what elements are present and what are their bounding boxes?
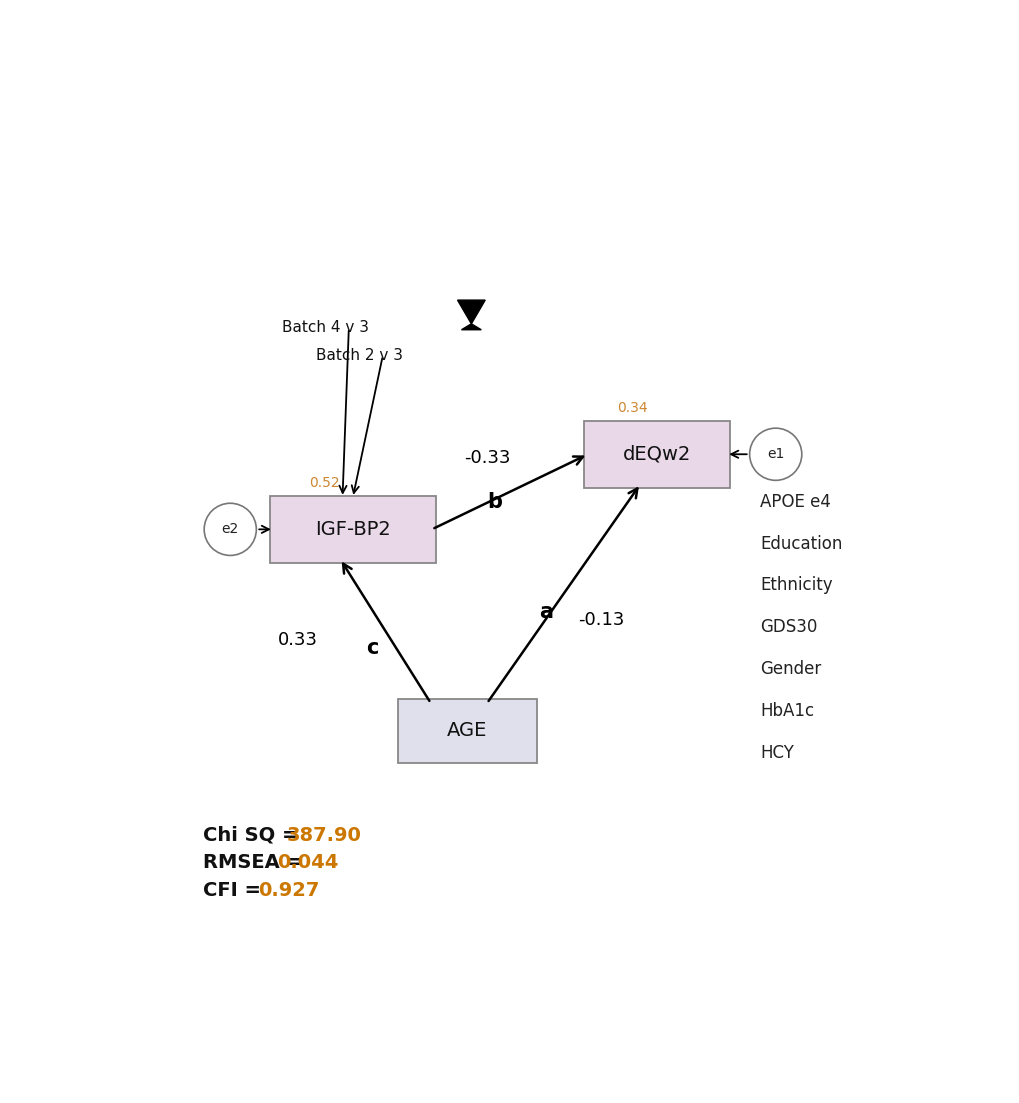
Text: CFI =: CFI = xyxy=(203,881,267,900)
Text: dEQw2: dEQw2 xyxy=(623,445,691,463)
Text: 0.34: 0.34 xyxy=(616,401,647,415)
Text: Gender: Gender xyxy=(759,661,820,678)
FancyBboxPatch shape xyxy=(397,699,536,762)
Text: Chi SQ =: Chi SQ = xyxy=(203,826,305,845)
Text: 0.52: 0.52 xyxy=(309,476,339,490)
Text: IGF-BP2: IGF-BP2 xyxy=(315,520,390,539)
Text: Ethnicity: Ethnicity xyxy=(759,577,832,595)
Text: 0.044: 0.044 xyxy=(277,854,338,872)
Polygon shape xyxy=(461,324,481,330)
Text: AGE: AGE xyxy=(446,721,487,740)
Text: 0.33: 0.33 xyxy=(277,631,317,649)
Text: Batch 4 v 3: Batch 4 v 3 xyxy=(281,320,368,335)
Text: APOE e4: APOE e4 xyxy=(759,493,829,511)
Text: -0.13: -0.13 xyxy=(578,611,625,629)
Text: HbA1c: HbA1c xyxy=(759,703,813,720)
Text: HCY: HCY xyxy=(759,745,793,762)
Text: e2: e2 xyxy=(221,523,238,536)
Text: GDS30: GDS30 xyxy=(759,619,816,636)
Text: c: c xyxy=(366,638,378,657)
Text: 0.927: 0.927 xyxy=(258,881,320,900)
Text: RMSEA =: RMSEA = xyxy=(203,854,309,872)
FancyBboxPatch shape xyxy=(584,420,730,488)
Circle shape xyxy=(204,503,256,556)
Text: Batch 2 v 3: Batch 2 v 3 xyxy=(315,347,403,363)
Text: -0.33: -0.33 xyxy=(464,449,510,468)
Text: b: b xyxy=(487,492,502,512)
Text: a: a xyxy=(539,602,553,622)
Circle shape xyxy=(749,428,801,480)
Text: 387.90: 387.90 xyxy=(286,826,361,845)
FancyBboxPatch shape xyxy=(269,495,435,563)
Polygon shape xyxy=(458,300,485,324)
Text: e1: e1 xyxy=(766,447,784,461)
Text: Education: Education xyxy=(759,535,842,553)
